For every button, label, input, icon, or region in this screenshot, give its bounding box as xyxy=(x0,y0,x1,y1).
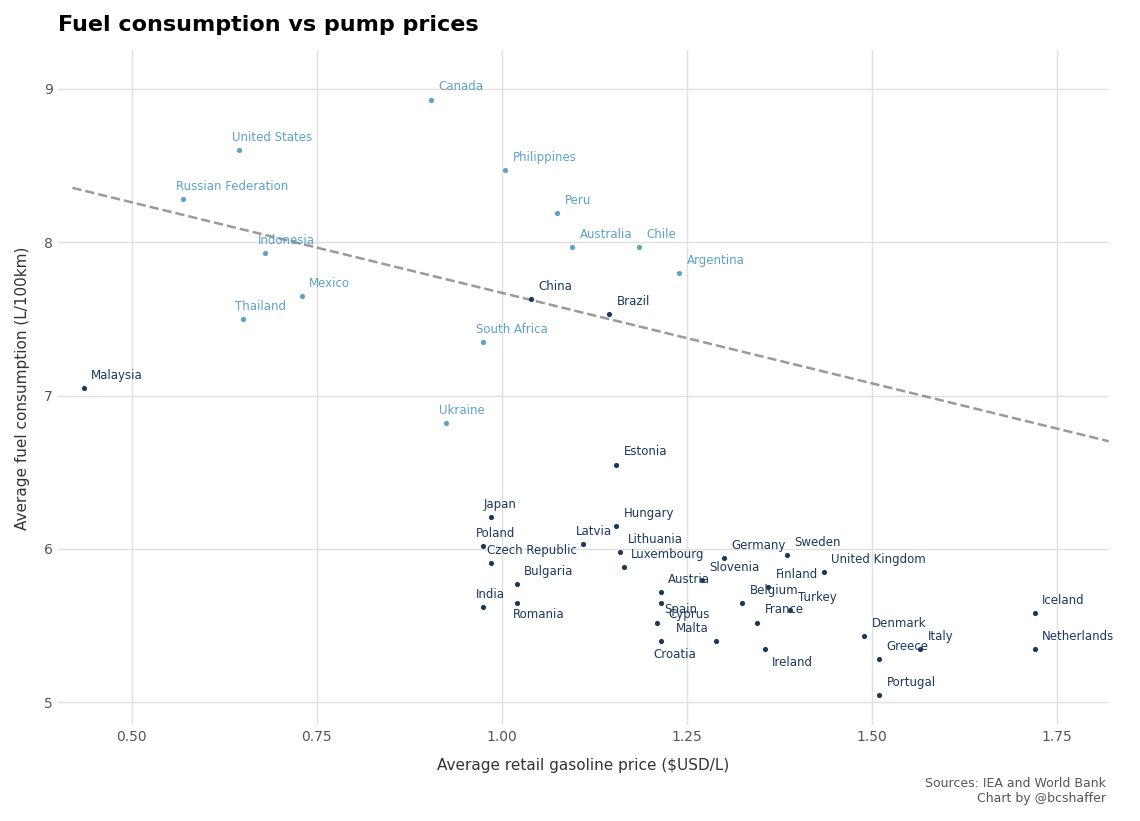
Point xyxy=(670,266,689,279)
Point xyxy=(611,545,629,558)
Point xyxy=(733,596,751,609)
Text: Australia: Australia xyxy=(579,227,632,241)
Text: Denmark: Denmark xyxy=(872,617,927,631)
Text: Indonesia: Indonesia xyxy=(258,234,315,247)
Text: Hungary: Hungary xyxy=(624,507,675,520)
Point xyxy=(507,596,526,609)
Text: South Africa: South Africa xyxy=(475,323,547,336)
Text: Sweden: Sweden xyxy=(795,536,840,549)
Point xyxy=(600,308,618,321)
Point xyxy=(692,573,710,586)
Text: Portugal: Portugal xyxy=(887,676,936,689)
Text: Japan: Japan xyxy=(483,498,516,511)
Point xyxy=(648,616,666,629)
Point xyxy=(707,635,725,648)
Text: Turkey: Turkey xyxy=(798,591,837,604)
Text: United States: United States xyxy=(231,131,311,144)
Point xyxy=(74,382,92,395)
Text: Ireland: Ireland xyxy=(772,656,813,668)
Text: Iceland: Iceland xyxy=(1042,594,1085,608)
Text: United Kingdom: United Kingdom xyxy=(831,553,926,566)
Text: Russian Federation: Russian Federation xyxy=(176,180,288,193)
Text: India: India xyxy=(475,588,505,601)
Point xyxy=(507,578,526,591)
Text: Luxembourg: Luxembourg xyxy=(632,548,705,562)
Point xyxy=(629,241,648,254)
Point xyxy=(777,548,796,562)
Point xyxy=(759,580,777,594)
Text: Malaysia: Malaysia xyxy=(91,369,142,382)
Point xyxy=(748,616,766,629)
Text: Estonia: Estonia xyxy=(624,446,667,458)
Point xyxy=(870,653,888,666)
Point xyxy=(614,561,633,574)
Point xyxy=(652,635,670,648)
Text: Spain: Spain xyxy=(665,603,698,617)
Point xyxy=(911,642,929,655)
Text: Romania: Romania xyxy=(513,608,564,621)
Text: Belgium: Belgium xyxy=(750,584,798,597)
Point xyxy=(608,520,626,533)
Text: Brazil: Brazil xyxy=(617,296,650,308)
Text: Austria: Austria xyxy=(668,573,710,586)
Point xyxy=(230,144,249,157)
Text: Slovenia: Slovenia xyxy=(709,561,759,574)
Point xyxy=(1026,642,1044,655)
Point xyxy=(563,241,581,254)
Point xyxy=(422,93,440,106)
Text: Croatia: Croatia xyxy=(653,648,697,661)
Point xyxy=(652,585,670,599)
Point xyxy=(474,601,492,614)
Point xyxy=(481,510,499,523)
Text: Italy: Italy xyxy=(928,630,953,643)
Text: Finland: Finland xyxy=(775,568,817,581)
Point xyxy=(652,596,670,609)
Text: Canada: Canada xyxy=(439,80,483,94)
Point xyxy=(1026,607,1044,620)
X-axis label: Average retail gasoline price ($USD/L): Average retail gasoline price ($USD/L) xyxy=(437,758,730,773)
Point xyxy=(575,538,593,551)
Text: Netherlands: Netherlands xyxy=(1042,630,1115,643)
Text: China: China xyxy=(539,280,572,293)
Text: Chile: Chile xyxy=(646,227,676,241)
Text: Philippines: Philippines xyxy=(513,151,577,164)
Text: Germany: Germany xyxy=(731,539,785,552)
Text: Cyprus: Cyprus xyxy=(668,608,710,621)
Text: Argentina: Argentina xyxy=(686,254,744,267)
Text: Malta: Malta xyxy=(676,621,708,635)
Point xyxy=(437,416,455,429)
Point xyxy=(855,630,873,643)
Point xyxy=(781,603,799,617)
Point xyxy=(174,193,193,206)
Text: Sources: IEA and World Bank
Chart by @bcshaffer: Sources: IEA and World Bank Chart by @bc… xyxy=(925,777,1106,805)
Y-axis label: Average fuel consumption (L/100km): Average fuel consumption (L/100km) xyxy=(15,246,30,530)
Point xyxy=(548,207,567,220)
Point xyxy=(255,246,274,259)
Point xyxy=(870,688,888,701)
Point xyxy=(474,335,492,348)
Point xyxy=(481,557,499,570)
Text: Latvia: Latvia xyxy=(576,525,612,539)
Point xyxy=(496,163,514,177)
Text: Bulgaria: Bulgaria xyxy=(524,565,573,578)
Point xyxy=(715,552,733,565)
Point xyxy=(756,642,774,655)
Point xyxy=(522,292,540,305)
Point xyxy=(815,566,833,579)
Point xyxy=(474,539,492,553)
Text: Mexico: Mexico xyxy=(309,277,350,290)
Text: Poland: Poland xyxy=(475,527,515,539)
Text: Lithuania: Lithuania xyxy=(628,533,683,546)
Text: Fuel consumption vs pump prices: Fuel consumption vs pump prices xyxy=(58,15,479,35)
Text: Ukraine: Ukraine xyxy=(439,404,484,417)
Text: Peru: Peru xyxy=(564,194,591,207)
Point xyxy=(293,289,311,302)
Text: Czech Republic: Czech Republic xyxy=(487,544,577,557)
Text: Greece: Greece xyxy=(887,640,929,654)
Text: France: France xyxy=(765,603,804,617)
Point xyxy=(608,458,626,471)
Text: Thailand: Thailand xyxy=(235,300,286,313)
Point xyxy=(234,312,252,325)
